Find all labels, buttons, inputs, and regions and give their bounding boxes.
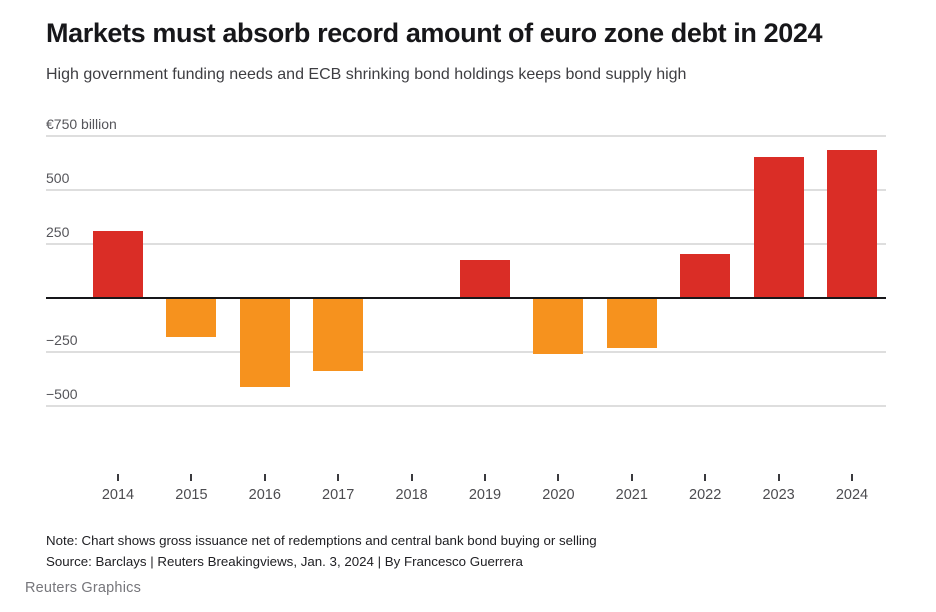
x-tick-2023 <box>777 474 780 481</box>
zero-baseline <box>46 297 886 299</box>
bar-2019 <box>460 260 510 298</box>
x-axis-label-2022: 2022 <box>689 487 722 503</box>
bar-2014 <box>93 231 143 298</box>
x-tick-2021 <box>630 474 633 481</box>
y-axis-label--500: −500 <box>46 386 78 402</box>
bar-2021 <box>606 298 657 348</box>
x-tick-2019 <box>484 474 486 481</box>
x-tick-2016 <box>263 474 266 481</box>
gridline--500 <box>46 405 886 407</box>
bar-2016 <box>239 298 290 387</box>
x-axis-label-2020: 2020 <box>542 487 575 503</box>
x-axis-label-2021: 2021 <box>615 487 648 503</box>
x-tick-2020 <box>557 474 560 481</box>
gridline-750 <box>46 135 886 137</box>
x-axis-label-2023: 2023 <box>762 487 795 503</box>
bar-2022 <box>680 253 731 298</box>
x-tick-2024 <box>851 474 853 481</box>
y-axis-label-250: 250 <box>46 224 70 240</box>
x-axis-label-2019: 2019 <box>468 487 502 503</box>
bar-2020 <box>533 298 584 355</box>
y-axis-label-750: €750 billion <box>46 116 117 132</box>
x-axis-label-2024: 2024 <box>835 487 869 503</box>
x-tick-2017 <box>337 474 340 481</box>
bar-2024 <box>827 150 877 298</box>
x-axis-label-2017: 2017 <box>322 487 355 503</box>
page-title: Markets must absorb record amount of eur… <box>46 18 823 48</box>
x-tick-2015 <box>190 474 193 481</box>
bar-2015 <box>166 298 217 337</box>
footnote: Note: Chart shows gross issuance net of … <box>46 533 597 548</box>
bar-2017 <box>313 298 364 372</box>
gridline-500 <box>46 189 886 191</box>
reuters-graphics-credit: Reuters Graphics <box>25 580 142 596</box>
bar-2023 <box>753 156 804 298</box>
page-subtitle: High government funding needs and ECB sh… <box>46 66 687 83</box>
x-tick-2018 <box>410 474 413 481</box>
y-axis-label-500: 500 <box>46 170 70 186</box>
x-axis-label-2016: 2016 <box>248 487 281 503</box>
x-axis-label-2015: 2015 <box>175 487 208 503</box>
x-tick-2014 <box>117 474 119 481</box>
gridline--250 <box>46 351 886 353</box>
x-axis-label-2018: 2018 <box>395 487 428 503</box>
x-tick-2022 <box>704 474 707 481</box>
source-line: Source: Barclays | Reuters Breakingviews… <box>46 554 523 569</box>
x-axis-label-2014: 2014 <box>101 487 135 503</box>
gridline-250 <box>46 243 886 245</box>
y-axis-label--250: −250 <box>46 332 78 348</box>
